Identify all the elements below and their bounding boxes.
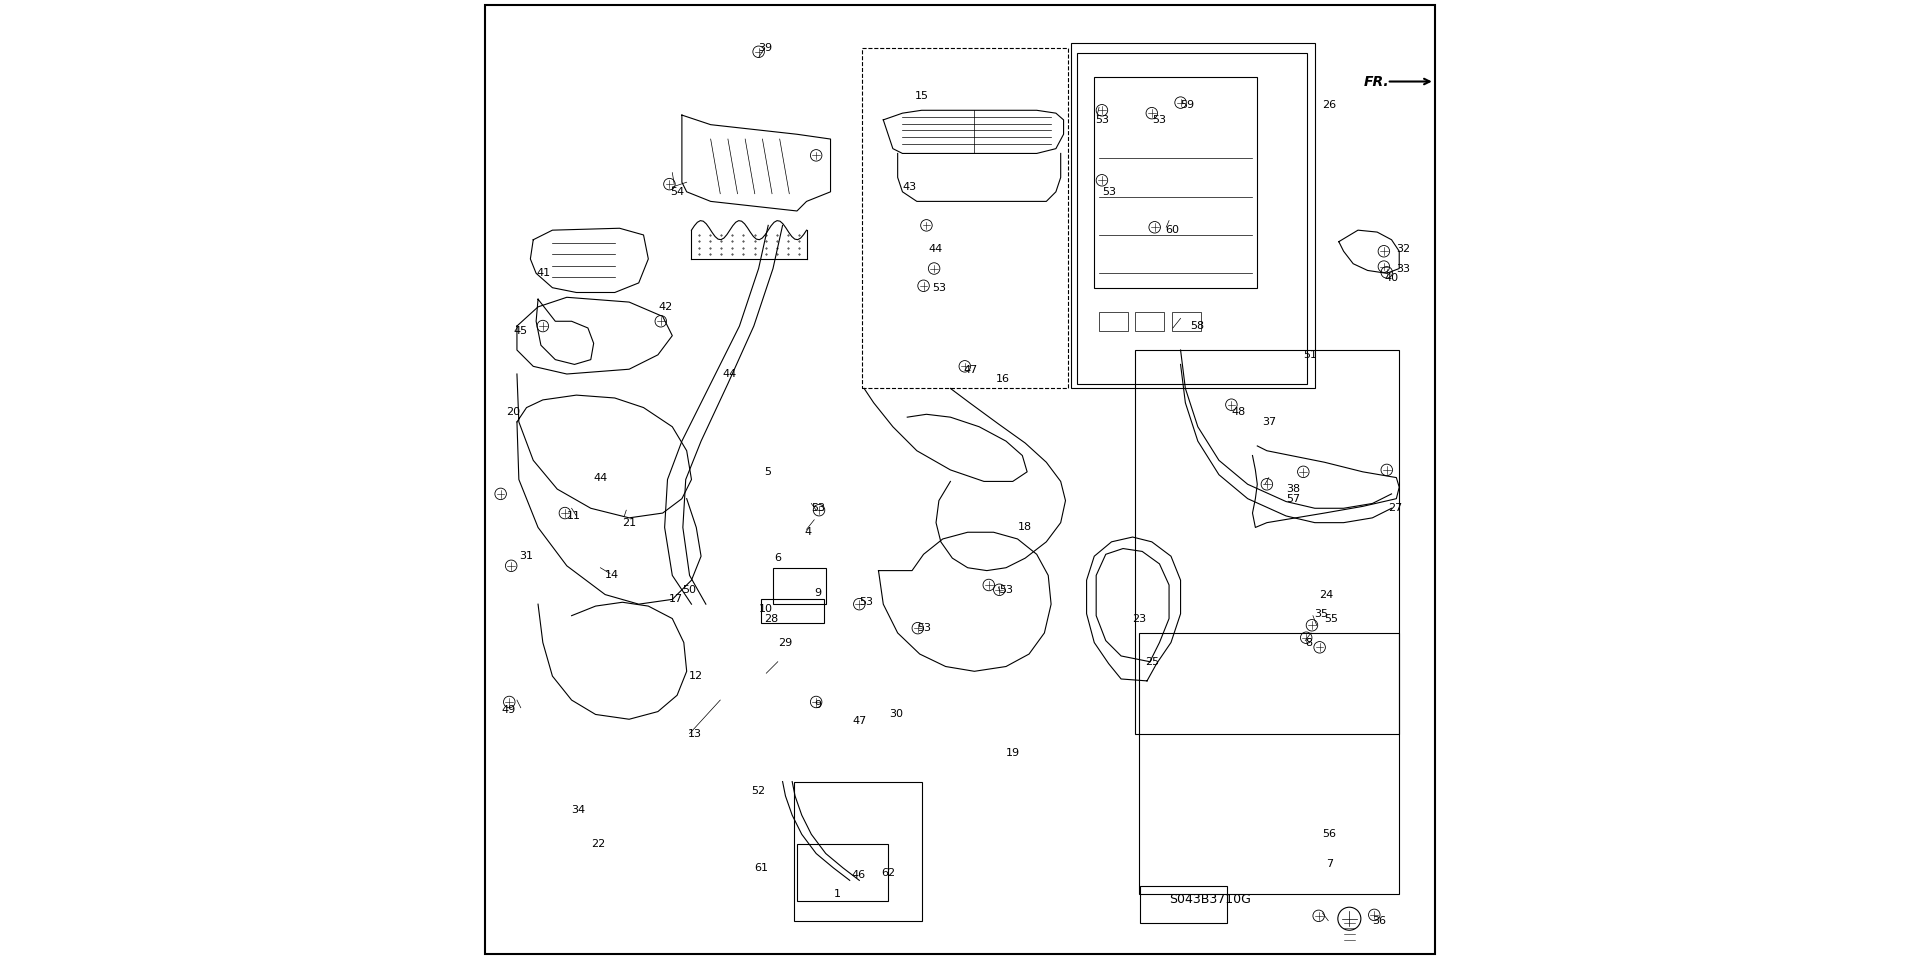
Text: 32: 32 [1396, 245, 1411, 254]
Text: 62: 62 [881, 868, 895, 877]
Text: 53: 53 [812, 503, 826, 513]
Text: 39: 39 [758, 43, 772, 53]
Text: 38: 38 [1286, 484, 1300, 494]
Text: 40: 40 [1384, 273, 1400, 283]
Text: 42: 42 [659, 302, 674, 312]
Text: 53: 53 [933, 283, 947, 292]
Text: 20: 20 [507, 408, 520, 417]
Bar [862, 48, 1068, 388]
Text: 44: 44 [929, 245, 943, 254]
Text: 21: 21 [622, 518, 637, 527]
Bar [1135, 350, 1400, 734]
Text: 27: 27 [1388, 503, 1402, 513]
Text: 49: 49 [501, 705, 516, 714]
Text: 47: 47 [964, 365, 977, 375]
Text: 10: 10 [758, 604, 772, 614]
Text: 11: 11 [566, 511, 582, 521]
Text: 33: 33 [1396, 264, 1411, 273]
Text: 8: 8 [1306, 638, 1313, 647]
Text: 22: 22 [591, 839, 605, 849]
Bar [1171, 312, 1200, 331]
Bar [1135, 312, 1164, 331]
Text: 53: 53 [860, 597, 874, 607]
Text: 1: 1 [833, 889, 841, 899]
Text: 24: 24 [1319, 590, 1334, 599]
Text: 36: 36 [1373, 916, 1386, 925]
Text: 54: 54 [670, 187, 685, 197]
Bar [797, 844, 889, 901]
Bar [795, 782, 922, 921]
Text: 15: 15 [916, 91, 929, 101]
Bar [1077, 53, 1308, 384]
Text: 48: 48 [1231, 408, 1246, 417]
Text: 31: 31 [518, 551, 534, 561]
Text: 9: 9 [814, 700, 822, 710]
Bar [1140, 886, 1227, 923]
Text: 53: 53 [1102, 187, 1116, 197]
Text: 58: 58 [1190, 321, 1204, 331]
Text: 35: 35 [1313, 609, 1329, 619]
Text: 53: 53 [1094, 115, 1110, 125]
Text: 14: 14 [605, 571, 620, 580]
Bar [1071, 43, 1315, 388]
Text: 46: 46 [852, 870, 866, 879]
Text: 29: 29 [778, 638, 793, 647]
Text: 23: 23 [1133, 614, 1146, 623]
Text: FR.: FR. [1363, 75, 1390, 88]
Text: 59: 59 [1181, 101, 1194, 110]
Text: 34: 34 [572, 806, 586, 815]
Bar [1098, 312, 1127, 331]
Bar [1094, 77, 1258, 288]
Bar [762, 599, 824, 623]
Text: 19: 19 [1006, 748, 1020, 758]
Text: 25: 25 [1144, 657, 1160, 667]
Text: 16: 16 [995, 374, 1010, 384]
Text: 12: 12 [689, 671, 703, 681]
Bar [774, 568, 826, 604]
Text: 57: 57 [1286, 494, 1300, 503]
Bar [1139, 633, 1400, 894]
Text: 41: 41 [536, 269, 551, 278]
Text: 60: 60 [1165, 225, 1179, 235]
Text: 56: 56 [1323, 830, 1336, 839]
Text: 53: 53 [918, 623, 931, 633]
Text: 37: 37 [1261, 417, 1277, 427]
Text: 43: 43 [902, 182, 916, 192]
Text: S043B3710G: S043B3710G [1169, 893, 1252, 906]
Text: 53: 53 [1152, 115, 1165, 125]
Text: 26: 26 [1323, 101, 1336, 110]
Text: 50: 50 [682, 585, 695, 595]
Text: 6: 6 [774, 553, 781, 563]
Text: 4: 4 [804, 527, 812, 537]
Text: 7: 7 [1327, 859, 1334, 869]
Text: 55: 55 [1325, 614, 1338, 623]
Text: 28: 28 [764, 614, 780, 623]
Text: 13: 13 [687, 729, 701, 738]
Text: 18: 18 [1018, 523, 1031, 532]
Text: 30: 30 [889, 710, 902, 719]
Text: 51: 51 [1304, 350, 1317, 360]
Text: 45: 45 [513, 326, 528, 336]
Text: 44: 44 [722, 369, 737, 379]
Text: 9: 9 [814, 588, 822, 597]
Text: 52: 52 [751, 786, 764, 796]
Text: 53: 53 [998, 585, 1014, 595]
Text: 5: 5 [764, 467, 772, 477]
Text: 17: 17 [668, 595, 684, 604]
Text: 47: 47 [852, 716, 866, 726]
Text: 44: 44 [593, 473, 609, 482]
Text: 61: 61 [755, 863, 768, 873]
